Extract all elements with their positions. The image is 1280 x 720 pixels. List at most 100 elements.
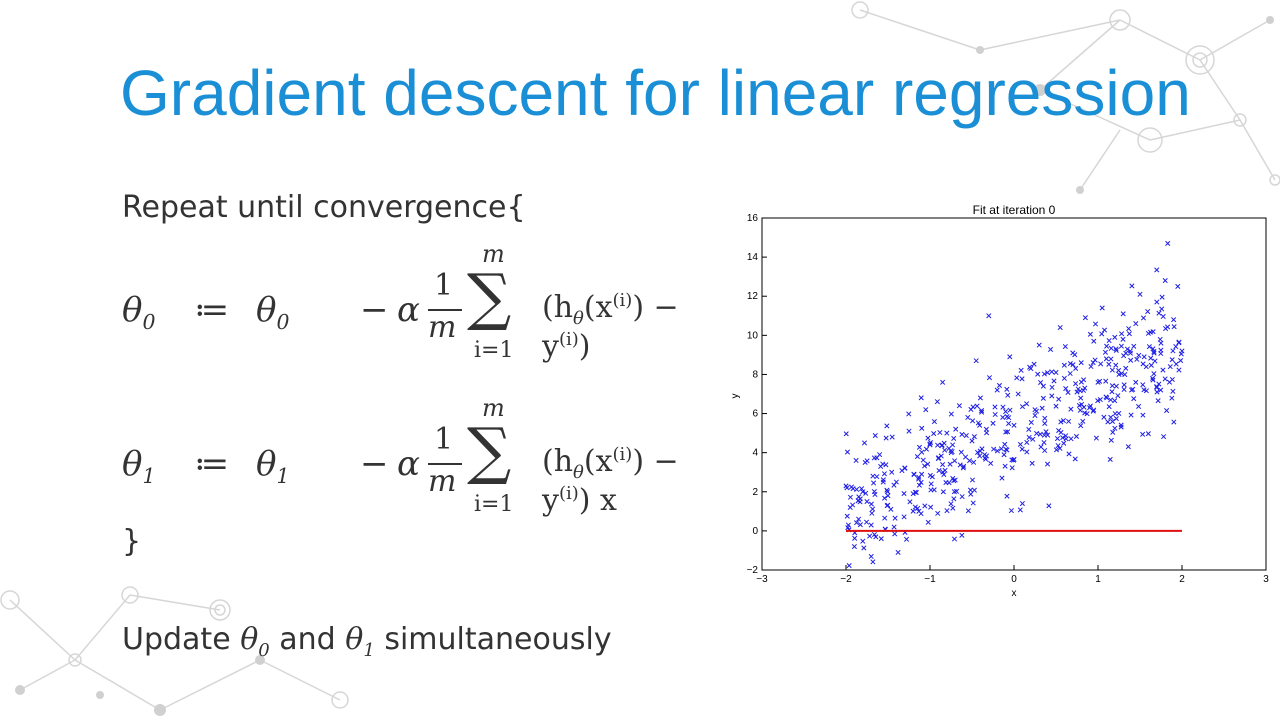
eq1-rhs-theta: θ1	[256, 444, 290, 488]
scatter-point	[1072, 352, 1078, 358]
scatter-point	[878, 536, 884, 542]
scatter-point	[916, 482, 922, 488]
scatter-point	[1131, 343, 1137, 349]
scatter-point	[1026, 434, 1032, 440]
scatter-point	[965, 414, 971, 421]
scatter-point	[916, 474, 922, 480]
scatter-point	[1134, 356, 1140, 362]
scatter-point	[977, 453, 983, 459]
scatter-point	[1019, 376, 1025, 382]
scatter-point	[871, 455, 877, 461]
scatter-point	[1150, 329, 1156, 335]
scatter-point	[1118, 422, 1124, 428]
scatter-point	[925, 519, 931, 525]
scatter-point	[1109, 383, 1115, 389]
scatter-point	[967, 458, 973, 464]
scatter-point	[975, 420, 981, 426]
scatter-point	[1046, 503, 1052, 509]
scatter-point	[1009, 465, 1015, 471]
scatter-point	[928, 481, 934, 487]
scatter-chart: Fit at iteration 0 −3 −2 −1 0 1 2 3−2024681012…	[730, 203, 1269, 599]
scatter-point	[893, 479, 899, 485]
scatter-point	[1060, 435, 1066, 441]
scatter-point	[971, 487, 977, 493]
scatter-point	[994, 448, 1000, 454]
scatter-point	[1032, 412, 1038, 419]
scatter-point	[963, 454, 969, 460]
scatter-point	[1049, 384, 1055, 390]
scatter-points	[843, 240, 1185, 569]
scatter-point	[868, 501, 874, 507]
scatter-point	[996, 382, 1003, 389]
scatter-point	[1169, 357, 1175, 363]
scatter-point	[928, 487, 934, 493]
scatter-point	[1053, 403, 1059, 409]
scatter-point	[951, 536, 958, 542]
eq0-sum-symbol: ∑	[467, 260, 512, 333]
scatter-point	[927, 441, 933, 447]
scatter-point	[1103, 378, 1109, 384]
theta1-update-equation: θ1 ≔ θ1 − α 1 m m ∑ i=1 (hθ(x(i)) − y(i)…	[122, 402, 722, 532]
scatter-point	[944, 430, 950, 436]
scatter-point	[1028, 419, 1034, 426]
scatter-point	[1110, 429, 1116, 435]
scatter-point	[1024, 401, 1030, 407]
scatter-point	[922, 503, 928, 509]
scatter-point	[1145, 431, 1151, 437]
eq0-minus: −	[360, 290, 389, 330]
scatter-point	[1004, 386, 1010, 392]
update-theta1: θ1	[345, 622, 375, 661]
scatter-point	[1080, 418, 1086, 424]
slide-body: Repeat until convergence{ θ0 ≔ θ0 − α 1 …	[122, 190, 722, 680]
scatter-point	[882, 495, 888, 501]
scatter-point	[1161, 434, 1167, 440]
scatter-point	[1068, 436, 1074, 442]
scatter-point	[1173, 344, 1179, 350]
scatter-point	[1053, 369, 1059, 376]
scatter-point	[1042, 420, 1048, 426]
y-tick-label: 16	[747, 213, 759, 224]
scatter-point	[1106, 404, 1112, 410]
scatter-point	[1146, 344, 1152, 350]
scatter-point	[1106, 361, 1112, 367]
scatter-point	[936, 468, 942, 474]
scatter-point	[852, 535, 858, 541]
scatter-point	[1078, 423, 1084, 429]
scatter-point	[1066, 418, 1072, 424]
scatter-point	[901, 491, 907, 497]
scatter-point	[1165, 324, 1171, 330]
y-tick-label: 12	[747, 291, 759, 302]
scatter-point	[1049, 369, 1055, 375]
scatter-point	[1104, 395, 1110, 401]
scatter-point	[1055, 443, 1061, 449]
scatter-point	[1136, 352, 1142, 358]
scatter-point	[1042, 415, 1048, 421]
scatter-point	[937, 429, 943, 436]
scatter-point	[1121, 382, 1127, 388]
eq1-sum-lower: i=1	[474, 492, 514, 517]
scatter-point	[861, 545, 867, 551]
scatter-point	[892, 515, 898, 521]
scatter-point	[1162, 278, 1168, 284]
scatter-point	[1031, 361, 1037, 367]
scatter-point	[1131, 396, 1137, 402]
scatter-point	[1027, 364, 1033, 370]
scatter-point	[1005, 392, 1011, 398]
scatter-point	[1125, 444, 1131, 450]
scatter-point	[948, 411, 954, 417]
scatter-point	[1099, 331, 1105, 337]
scatter-point	[1112, 398, 1118, 404]
scatter-point	[1057, 445, 1063, 451]
scatter-point	[1173, 361, 1179, 367]
scatter-point	[861, 440, 868, 446]
scatter-point	[1140, 412, 1146, 418]
scatter-point	[1014, 375, 1020, 381]
scatter-point	[973, 358, 979, 364]
scatter-point	[1082, 315, 1088, 321]
scatter-point	[920, 457, 926, 463]
scatter-point	[931, 431, 937, 437]
update-theta0: θ0	[240, 622, 270, 661]
scatter-point	[860, 538, 866, 544]
scatter-point	[959, 532, 965, 538]
scatter-point	[1115, 393, 1121, 399]
